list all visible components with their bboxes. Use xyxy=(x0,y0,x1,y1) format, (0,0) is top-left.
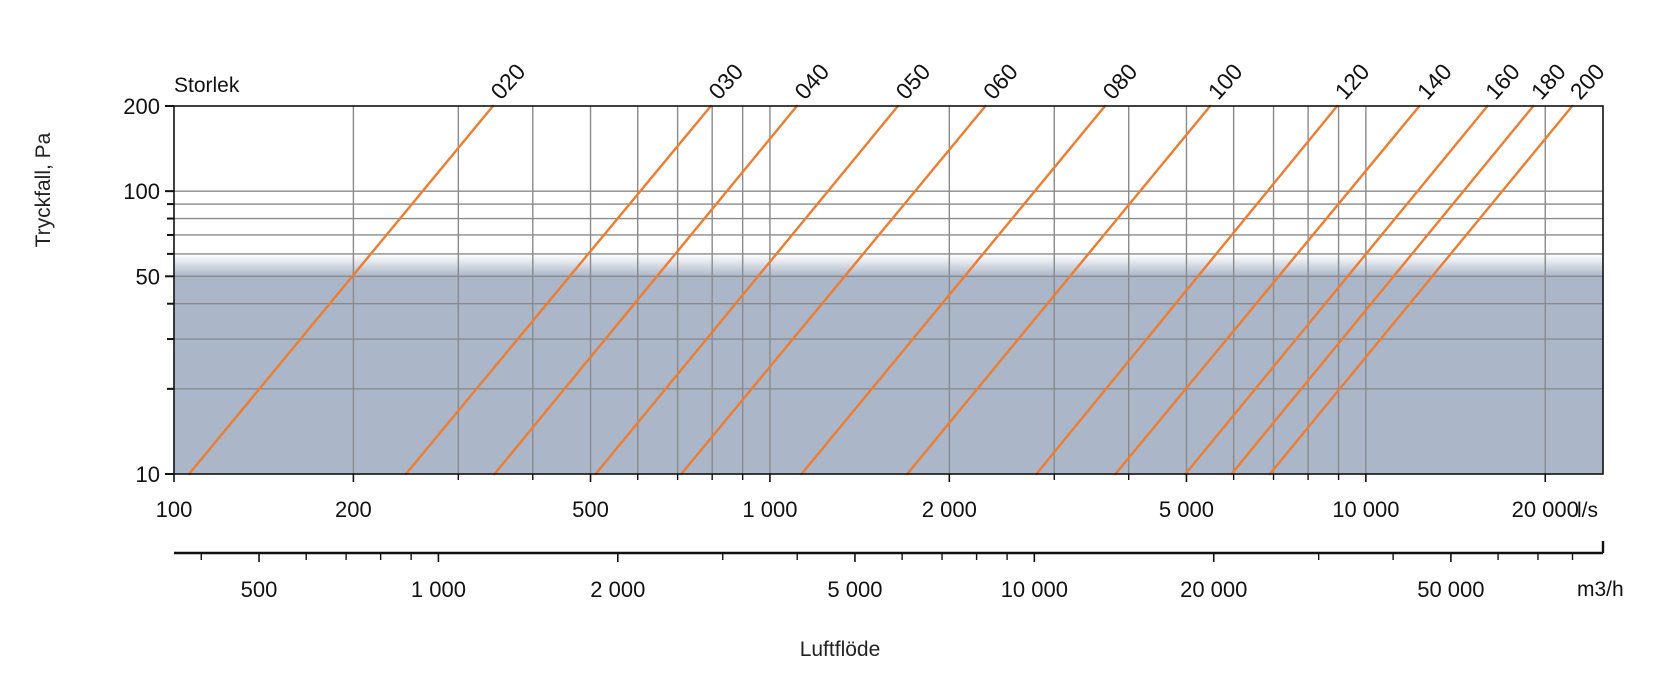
series-line-100 xyxy=(906,104,1212,476)
x2-tick-label: 50 000 xyxy=(1417,577,1484,602)
series-line-020 xyxy=(187,104,495,476)
x-tick-label: 100 xyxy=(156,497,193,522)
x2-tick-label: 2 000 xyxy=(590,577,645,602)
x-unit-label: l/s xyxy=(1577,499,1598,522)
series-line-030 xyxy=(404,104,713,476)
series-line-060 xyxy=(680,104,987,476)
x-tick-label: 2 000 xyxy=(922,497,977,522)
series-line-120 xyxy=(1035,104,1339,476)
y-tick-label: 200 xyxy=(123,94,160,119)
x-tick-label: 500 xyxy=(572,497,609,522)
x-tick-label: 1 000 xyxy=(742,497,797,522)
series-label: 100 xyxy=(1203,58,1248,104)
x2-tick-label: 20 000 xyxy=(1180,577,1247,602)
x-axis-title: Luftflöde xyxy=(800,638,881,661)
series-label: 040 xyxy=(789,58,834,104)
plot-frame xyxy=(173,105,1604,475)
x-tick-label: 20 000 xyxy=(1512,497,1579,522)
shaded-region xyxy=(174,276,1603,474)
y-tick-label: 100 xyxy=(123,179,160,204)
series-label: 030 xyxy=(703,58,748,104)
x2-unit-label: m3/h xyxy=(1577,578,1624,601)
series-label: 080 xyxy=(1097,58,1142,104)
x-tick-label: 200 xyxy=(335,497,372,522)
shaded-region-fade xyxy=(174,254,1603,277)
x2-tick-label: 10 000 xyxy=(1001,577,1068,602)
legend-title: Storlek xyxy=(174,74,240,97)
series-label: 160 xyxy=(1480,58,1525,104)
x2-tick-label: 1 000 xyxy=(411,577,466,602)
x2-tick-label: 500 xyxy=(241,577,278,602)
x2-tick-label: 5 000 xyxy=(827,577,882,602)
series-label: 020 xyxy=(485,58,530,104)
series-label: 060 xyxy=(978,58,1023,104)
y-axis-title: Tryckfall, Pa xyxy=(32,132,55,247)
series-label: 120 xyxy=(1330,58,1375,104)
x-tick-label: 10 000 xyxy=(1332,497,1399,522)
series-label: 180 xyxy=(1526,58,1571,104)
series-label: 050 xyxy=(890,58,935,104)
y-tick-label: 10 xyxy=(136,462,160,487)
y-tick-label: 50 xyxy=(136,264,160,289)
series-line-200 xyxy=(1268,104,1574,476)
x-tick-label: 5 000 xyxy=(1159,497,1214,522)
series-label: 140 xyxy=(1412,58,1457,104)
series-label: 200 xyxy=(1565,58,1610,104)
series-line-160 xyxy=(1184,104,1489,476)
series-line-050 xyxy=(594,104,900,476)
series-line-080 xyxy=(800,104,1107,476)
series-line-140 xyxy=(1114,104,1421,476)
series-line-040 xyxy=(493,104,799,476)
series-line-180 xyxy=(1230,104,1535,476)
